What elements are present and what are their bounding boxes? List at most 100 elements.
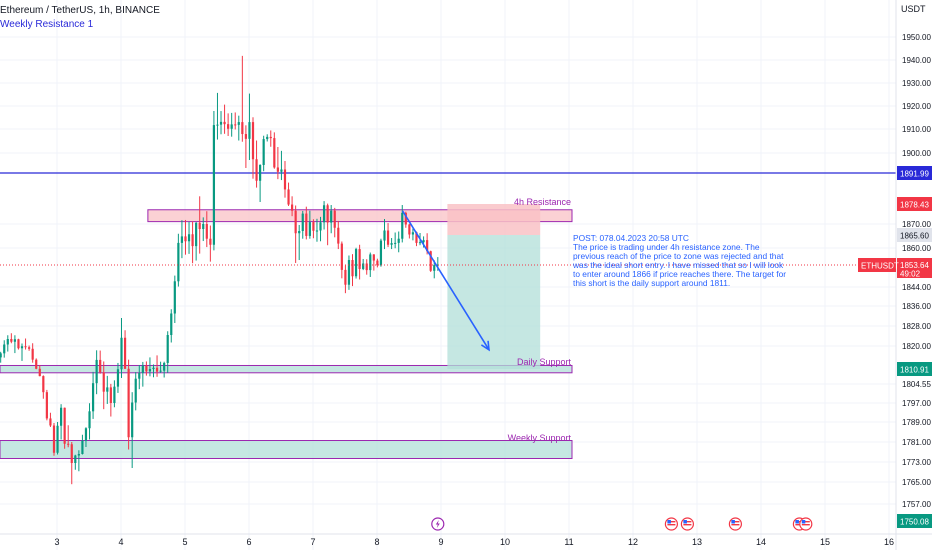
candle-body[interactable] xyxy=(433,265,436,271)
candle-body[interactable] xyxy=(84,428,88,441)
candle-body[interactable] xyxy=(312,222,315,231)
us-flag-icon[interactable] xyxy=(799,517,813,531)
candle-body[interactable] xyxy=(131,402,134,438)
candle-body[interactable] xyxy=(227,124,230,129)
candle-body[interactable] xyxy=(266,136,269,140)
candle-body[interactable] xyxy=(379,240,383,266)
candle-body[interactable] xyxy=(42,376,45,393)
candle-body[interactable] xyxy=(294,210,297,234)
candle-body[interactable] xyxy=(77,454,80,456)
candle-body[interactable] xyxy=(116,369,120,387)
candle-body[interactable] xyxy=(13,339,16,342)
candle-body[interactable] xyxy=(365,263,368,271)
candle-body[interactable] xyxy=(411,232,415,235)
candle-body[interactable] xyxy=(301,213,304,231)
candle-body[interactable] xyxy=(141,365,144,374)
candle-body[interactable] xyxy=(262,139,265,165)
candle-body[interactable] xyxy=(241,122,244,135)
candle-body[interactable] xyxy=(212,125,216,245)
candle-body[interactable] xyxy=(74,455,77,464)
candle-body[interactable] xyxy=(234,124,237,126)
candle-body[interactable] xyxy=(67,443,70,445)
candle-body[interactable] xyxy=(170,313,173,336)
candle-body[interactable] xyxy=(28,347,31,349)
candle-body[interactable] xyxy=(31,348,34,360)
candle-body[interactable] xyxy=(163,362,166,371)
candle-body[interactable] xyxy=(418,242,422,244)
candle-body[interactable] xyxy=(187,234,191,242)
candle-body[interactable] xyxy=(209,238,212,245)
candle-body[interactable] xyxy=(422,240,425,243)
candle-body[interactable] xyxy=(113,386,116,403)
candle-body[interactable] xyxy=(415,232,418,243)
candle-body[interactable] xyxy=(17,339,20,349)
candle-body[interactable] xyxy=(223,121,226,125)
candle-body[interactable] xyxy=(148,369,152,372)
candle-body[interactable] xyxy=(390,243,393,245)
candle-body[interactable] xyxy=(248,122,251,139)
time-axis[interactable]: 3 4 5 6 7 8 9 10 11 12 13 14 15 16 xyxy=(0,517,932,547)
annotation-text[interactable]: POST: 078.04.2023 20:58 UTC The price is… xyxy=(572,233,786,288)
candle-body[interactable] xyxy=(255,159,258,181)
candle-body[interactable] xyxy=(251,122,255,160)
candle-body[interactable] xyxy=(376,260,379,266)
us-flag-icon[interactable] xyxy=(680,517,695,531)
zone-0[interactable] xyxy=(147,209,573,223)
candle-body[interactable] xyxy=(337,227,340,244)
position-target-zone[interactable] xyxy=(447,235,541,369)
candle-body[interactable] xyxy=(20,346,24,349)
candle-body[interactable] xyxy=(372,254,375,261)
projection-arrow[interactable] xyxy=(401,210,490,351)
candle-body[interactable] xyxy=(426,240,429,252)
lightning-icon[interactable] xyxy=(431,517,445,531)
candle-body[interactable] xyxy=(283,169,287,190)
candle-body[interactable] xyxy=(383,230,386,241)
candle-body[interactable] xyxy=(347,260,351,285)
candle-body[interactable] xyxy=(24,346,27,348)
candle-body[interactable] xyxy=(59,407,63,426)
candle-body[interactable] xyxy=(408,224,411,235)
candle-body[interactable] xyxy=(88,411,91,429)
candle-body[interactable] xyxy=(322,205,326,223)
candle-body[interactable] xyxy=(315,230,319,232)
candle-body[interactable] xyxy=(99,359,102,373)
candle-body[interactable] xyxy=(3,344,6,354)
candle-body[interactable] xyxy=(219,121,223,125)
candle-body[interactable] xyxy=(344,269,347,285)
candle-body[interactable] xyxy=(38,368,41,377)
candle-body[interactable] xyxy=(276,167,279,172)
candle-body[interactable] xyxy=(134,378,137,403)
candle-body[interactable] xyxy=(63,407,66,444)
candle-body[interactable] xyxy=(340,243,343,270)
candle-body[interactable] xyxy=(298,231,301,234)
candle-body[interactable] xyxy=(195,222,198,247)
candle-body[interactable] xyxy=(308,222,311,236)
candle-body[interactable] xyxy=(290,204,294,211)
candle-body[interactable] xyxy=(354,249,358,277)
candle-body[interactable] xyxy=(216,124,219,126)
zone-2[interactable] xyxy=(0,440,573,459)
candle-body[interactable] xyxy=(120,337,123,370)
candle-body[interactable] xyxy=(397,238,400,243)
candle-body[interactable] xyxy=(180,236,184,243)
candle-body[interactable] xyxy=(106,387,109,392)
candle-body[interactable] xyxy=(319,222,322,231)
candle-body[interactable] xyxy=(191,234,194,247)
candle-body[interactable] xyxy=(6,339,9,345)
candle-body[interactable] xyxy=(287,189,290,205)
candle-body[interactable] xyxy=(273,138,276,168)
candle-body[interactable] xyxy=(386,230,390,245)
candle-body[interactable] xyxy=(362,263,365,269)
candle-body[interactable] xyxy=(52,425,56,453)
candle-body[interactable] xyxy=(404,212,407,225)
candle-body[interactable] xyxy=(326,205,329,223)
candle-body[interactable] xyxy=(70,444,73,463)
candle-body[interactable] xyxy=(198,222,201,229)
candle-body[interactable] xyxy=(369,254,372,271)
candle-body[interactable] xyxy=(330,210,333,223)
candle-body[interactable] xyxy=(56,425,59,453)
candle-body[interactable] xyxy=(35,359,38,369)
candle-body[interactable] xyxy=(138,373,141,379)
